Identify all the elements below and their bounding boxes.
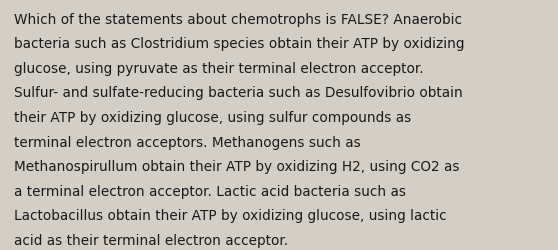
Text: terminal electron acceptors. Methanogens such as: terminal electron acceptors. Methanogens… bbox=[14, 135, 360, 149]
Text: a terminal electron acceptor. Lactic acid bacteria such as: a terminal electron acceptor. Lactic aci… bbox=[14, 184, 406, 198]
Text: acid as their terminal electron acceptor.: acid as their terminal electron acceptor… bbox=[14, 233, 288, 247]
Text: glucose, using pyruvate as their terminal electron acceptor.: glucose, using pyruvate as their termina… bbox=[14, 62, 424, 76]
Text: Methanospirullum obtain their ATP by oxidizing H2, using CO2 as: Methanospirullum obtain their ATP by oxi… bbox=[14, 160, 459, 173]
Text: Lactobacillus obtain their ATP by oxidizing glucose, using lactic: Lactobacillus obtain their ATP by oxidiz… bbox=[14, 208, 446, 222]
Text: their ATP by oxidizing glucose, using sulfur compounds as: their ATP by oxidizing glucose, using su… bbox=[14, 110, 411, 124]
Text: bacteria such as Clostridium species obtain their ATP by oxidizing: bacteria such as Clostridium species obt… bbox=[14, 37, 464, 51]
Text: Which of the statements about chemotrophs is FALSE? Anaerobic: Which of the statements about chemotroph… bbox=[14, 12, 462, 26]
Text: Sulfur- and sulfate-reducing bacteria such as Desulfovibrio obtain: Sulfur- and sulfate-reducing bacteria su… bbox=[14, 86, 463, 100]
